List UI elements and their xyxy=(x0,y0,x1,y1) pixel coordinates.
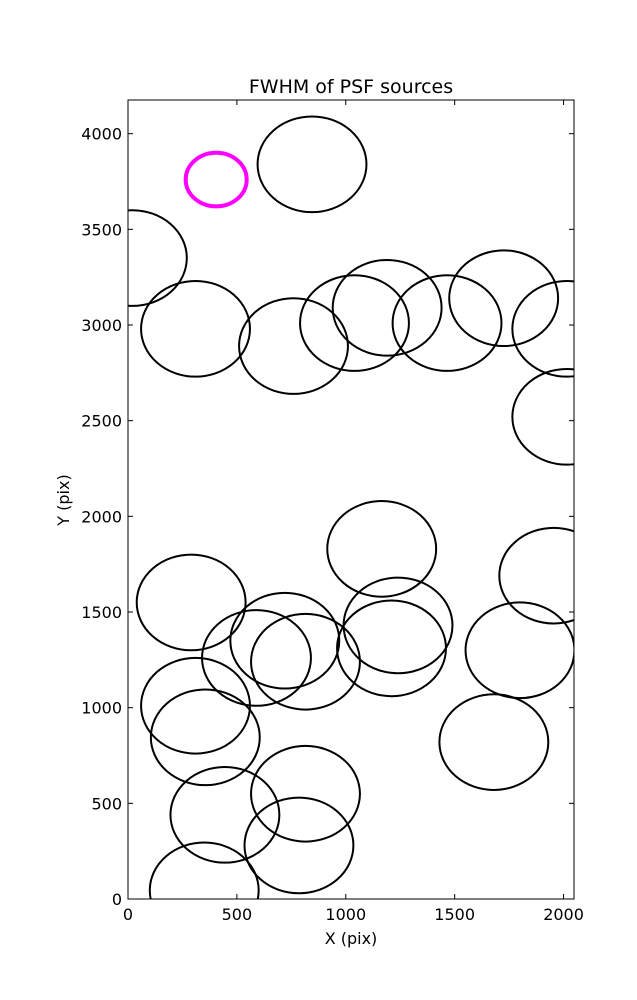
source-marker-0-7 xyxy=(448,249,560,348)
x-tick-label: 2000 xyxy=(543,905,584,924)
source-marker-1-0 xyxy=(183,150,249,209)
marker-layer xyxy=(128,115,574,899)
source-marker-0-10 xyxy=(326,500,438,598)
source-marker-0-19 xyxy=(140,656,251,755)
source-marker-0-8 xyxy=(511,280,574,378)
source-marker-0-17 xyxy=(250,612,361,711)
y-tick-label: 0 xyxy=(112,890,122,909)
source-marker-0-3 xyxy=(238,297,349,395)
y-tick-label: 3000 xyxy=(81,316,122,335)
source-marker-0-25 xyxy=(148,841,260,899)
source-marker-0-2 xyxy=(140,279,251,378)
source-marker-0-22 xyxy=(250,744,361,843)
y-tick-label: 500 xyxy=(91,794,122,813)
x-axis-label: X (pix) xyxy=(325,929,378,948)
source-marker-0-11 xyxy=(498,526,574,625)
x-tick-label: 1500 xyxy=(434,905,475,924)
source-marker-0-12 xyxy=(135,553,247,652)
y-tick-label: 2500 xyxy=(81,412,122,431)
source-marker-0-18 xyxy=(336,599,447,698)
chart-title: FWHM of PSF sources xyxy=(249,76,453,98)
y-tick-label: 2000 xyxy=(81,507,122,526)
x-tick-label: 500 xyxy=(222,905,253,924)
source-marker-0-13 xyxy=(229,591,341,690)
series-1 xyxy=(183,150,249,209)
x-tick-label: 1000 xyxy=(325,905,366,924)
y-tick-label: 3500 xyxy=(81,220,122,239)
source-marker-0-21 xyxy=(438,693,550,791)
source-marker-0-6 xyxy=(391,274,503,372)
source-marker-0-5 xyxy=(331,258,443,357)
plot-frame xyxy=(127,99,575,900)
source-marker-0-24 xyxy=(243,796,355,895)
y-tick-label: 4000 xyxy=(81,125,122,144)
source-marker-0-9 xyxy=(511,368,574,466)
source-marker-0-0 xyxy=(256,115,368,214)
y-tick-label: 1000 xyxy=(81,699,122,718)
y-tick-label: 1500 xyxy=(81,603,122,622)
y-axis-label: Y (pix) xyxy=(54,474,73,526)
tick-layer: 0 500 1000 1500 2000 0 500 1000 1500 2000 2500 3000… xyxy=(81,100,584,924)
source-marker-0-1 xyxy=(128,209,188,307)
x-tick-label: 0 xyxy=(123,905,133,924)
source-marker-0-4 xyxy=(299,274,410,372)
source-marker-0-23 xyxy=(169,765,281,864)
series-0 xyxy=(128,115,574,899)
source-marker-0-20 xyxy=(149,688,261,787)
source-marker-0-15 xyxy=(464,601,574,700)
